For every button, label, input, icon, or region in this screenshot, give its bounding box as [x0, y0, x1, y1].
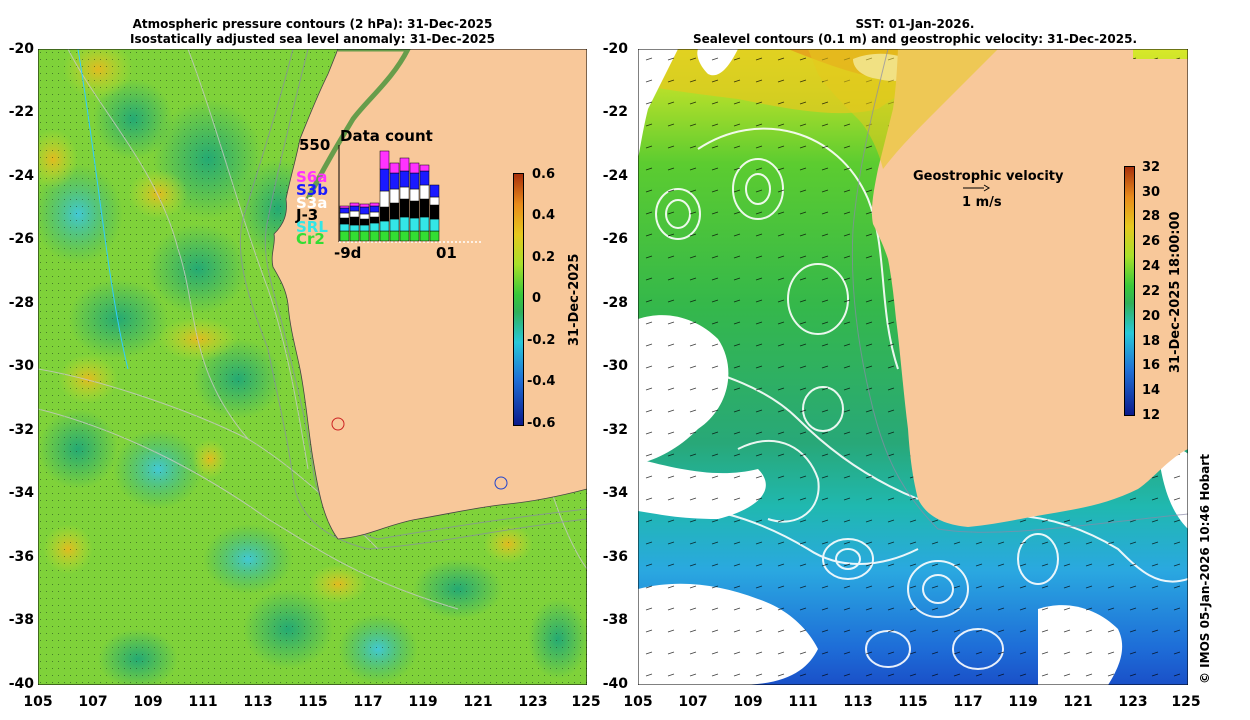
velocity-legend-scale: 1 m/s — [962, 195, 1002, 210]
right-y-tick: -32 — [602, 422, 628, 438]
right-colorbar-tick: 32 — [1142, 160, 1161, 175]
mission-label-s3b: S3b — [296, 181, 328, 199]
data-count-ymax: 550 — [299, 136, 331, 154]
right-x-tick: 121 — [1063, 694, 1093, 710]
right-y-tick: -34 — [602, 485, 628, 501]
right-y-tick: -20 — [602, 41, 628, 57]
left-y-tick: -24 — [8, 168, 34, 184]
left-colorbar-tick: 0.2 — [532, 250, 556, 265]
right-y-tick: -26 — [602, 231, 628, 247]
left-y-tick: -40 — [8, 676, 34, 692]
mission-label-srl: SRL — [296, 218, 328, 236]
right-x-tick: 115 — [898, 694, 928, 710]
tide-gauge-marker-fremantle[interactable] — [331, 417, 345, 431]
left-y-tick: -26 — [8, 231, 34, 247]
data-count-x-start: -9d — [334, 244, 362, 262]
right-x-tick: 113 — [843, 694, 873, 710]
mission-label-s3a: S3a — [296, 194, 328, 212]
left-y-tick: -22 — [8, 104, 34, 120]
imos-credit: © IMOS 05-Jan-2026 10:46 Hobart — [1198, 454, 1212, 684]
right-map-plot — [638, 49, 1188, 685]
left-title-line2: Isostatically adjusted sea level anomaly… — [130, 32, 495, 46]
left-x-tick: 119 — [408, 694, 438, 710]
right-colorbar-tick: 24 — [1142, 259, 1161, 274]
right-title-line2: Sealevel contours (0.1 m) and geostrophi… — [693, 32, 1137, 46]
mission-label-s6a: S6a — [296, 168, 328, 186]
right-bathymetry — [851, 49, 1188, 533]
right-x-tick: 105 — [623, 694, 653, 710]
left-y-tick: -36 — [8, 549, 34, 565]
left-x-tick: 117 — [353, 694, 383, 710]
right-colorbar-tick: 22 — [1142, 284, 1161, 299]
left-colorbar-tick: -0.4 — [527, 374, 556, 389]
data-count-x-end: 01 — [436, 244, 457, 262]
left-y-tick: -32 — [8, 422, 34, 438]
left-x-tick: 123 — [518, 694, 548, 710]
left-x-tick: 125 — [571, 694, 601, 710]
left-x-tick: 121 — [463, 694, 493, 710]
left-y-tick: -34 — [8, 485, 34, 501]
right-title-line1: SST: 01-Jan-2026. — [855, 17, 975, 31]
velocity-legend-title: Geostrophic velocity — [913, 169, 1064, 184]
mission-label-j3: J-3 — [296, 206, 319, 224]
left-x-tick: 113 — [243, 694, 273, 710]
left-map-plot — [38, 49, 587, 685]
right-x-tick: 117 — [953, 694, 983, 710]
tide-gauge-marker-esperance[interactable] — [494, 476, 508, 490]
left-colorbar-tick: 0 — [532, 291, 542, 306]
data-count-bars — [338, 145, 483, 243]
right-x-tick: 107 — [678, 694, 708, 710]
right-y-tick: -38 — [602, 612, 628, 628]
leeuwin-current-line — [77, 49, 129, 370]
right-x-tick: 123 — [1118, 694, 1148, 710]
left-y-tick: -38 — [8, 612, 34, 628]
bathymetry-contours — [239, 49, 587, 550]
left-y-tick: -20 — [8, 41, 34, 57]
left-y-tick: -28 — [8, 295, 34, 311]
velocity-scale-arrow — [963, 184, 990, 192]
australia-lowland-edge — [305, 49, 411, 201]
left-colorbar — [513, 173, 524, 426]
australia-coast-land-veg — [808, 49, 998, 169]
left-colorbar-tick: 0.6 — [532, 167, 556, 182]
australia-landmass-right — [871, 49, 1188, 527]
right-colorbar-tick: 18 — [1142, 334, 1161, 349]
right-x-tick: 125 — [1171, 694, 1201, 710]
right-y-tick: -24 — [602, 168, 628, 184]
left-x-tick: 111 — [188, 694, 218, 710]
right-colorbar — [1124, 166, 1135, 416]
right-y-tick: -40 — [602, 676, 628, 692]
right-y-tick: -36 — [602, 549, 628, 565]
right-colorbar-tick: 26 — [1142, 234, 1161, 249]
right-colorbar-tick: 30 — [1142, 185, 1161, 200]
right-y-tick: -30 — [602, 358, 628, 374]
right-x-tick: 111 — [788, 694, 818, 710]
left-x-tick: 109 — [133, 694, 163, 710]
right-y-tick: -22 — [602, 104, 628, 120]
right-colorbar-tick: 16 — [1142, 358, 1161, 373]
right-y-tick: -28 — [602, 295, 628, 311]
right-colorbar-tick: 12 — [1142, 408, 1161, 423]
right-colorbar-tick: 14 — [1142, 383, 1161, 398]
right-x-tick: 109 — [733, 694, 763, 710]
right-colorbar-tick: 20 — [1142, 309, 1161, 324]
left-colorbar-tick: -0.6 — [527, 416, 556, 431]
right-colorbar-label: 31-Dec-2025 18:00:00 — [1168, 211, 1183, 373]
right-x-tick: 119 — [1008, 694, 1038, 710]
left-colorbar-label: 31-Dec-2025 — [567, 253, 582, 346]
left-x-tick: 105 — [23, 694, 53, 710]
mission-label-cr2: Cr2 — [296, 230, 325, 248]
data-count-title: Data count — [340, 127, 433, 145]
australia-landmass-left — [271, 49, 587, 540]
left-x-tick: 107 — [78, 694, 108, 710]
right-colorbar-tick: 28 — [1142, 209, 1161, 224]
left-title-line1: Atmospheric pressure contours (2 hPa): 3… — [132, 17, 493, 31]
left-colorbar-tick: -0.2 — [527, 333, 556, 348]
left-colorbar-tick: 0.4 — [532, 208, 556, 223]
left-y-tick: -30 — [8, 358, 34, 374]
left-x-tick: 115 — [298, 694, 328, 710]
